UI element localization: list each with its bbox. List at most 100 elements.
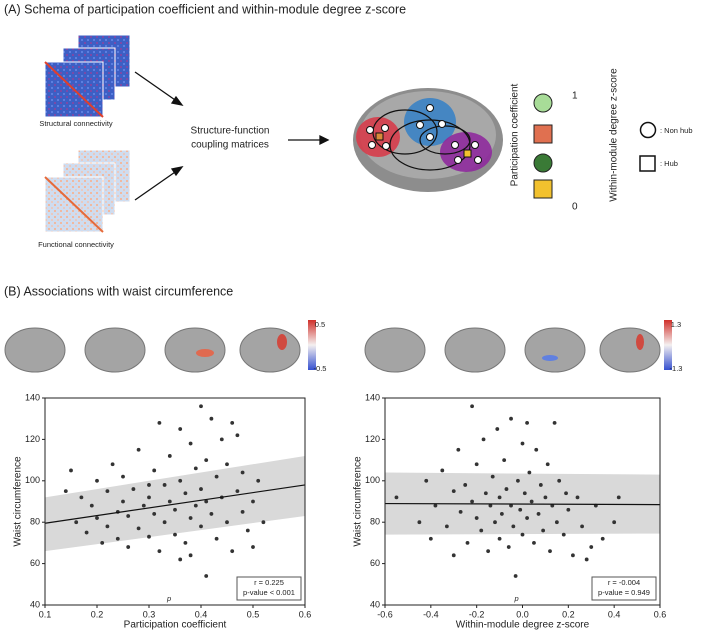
point xyxy=(511,524,516,529)
point xyxy=(470,404,474,409)
point xyxy=(589,545,594,549)
x-tick-label: 0.2 xyxy=(562,609,575,619)
point xyxy=(561,532,566,537)
point xyxy=(214,536,219,541)
x-tick-label: -0.2 xyxy=(469,609,485,619)
point xyxy=(520,532,525,537)
point xyxy=(428,536,433,541)
point xyxy=(554,520,559,525)
point xyxy=(525,420,529,425)
point xyxy=(147,495,151,500)
point xyxy=(157,420,162,425)
point xyxy=(183,491,188,496)
point xyxy=(456,447,461,452)
point xyxy=(74,520,79,525)
point xyxy=(571,553,575,558)
functional-label: Functional connectivity xyxy=(38,240,114,249)
point xyxy=(204,574,209,578)
point xyxy=(95,478,99,483)
point xyxy=(126,545,131,549)
point xyxy=(204,458,209,462)
point xyxy=(193,466,198,471)
y-tick-label: 60 xyxy=(370,558,380,568)
point xyxy=(612,520,617,525)
x-tick-label: -0.6 xyxy=(377,609,393,619)
x-tick-label: 0.1 xyxy=(39,609,52,619)
stray-label: p xyxy=(166,594,171,603)
point xyxy=(444,524,449,529)
point xyxy=(516,478,520,483)
point xyxy=(219,437,224,442)
point xyxy=(490,474,495,479)
point xyxy=(95,516,99,520)
y-tick-label: 140 xyxy=(25,392,40,402)
point xyxy=(548,549,552,554)
point xyxy=(173,507,177,512)
point xyxy=(534,447,539,452)
point xyxy=(509,416,513,421)
hub-label: : Hub xyxy=(660,159,678,168)
point xyxy=(147,534,151,539)
point xyxy=(499,512,504,516)
point xyxy=(214,474,219,479)
point xyxy=(204,499,209,504)
point xyxy=(506,545,511,549)
x-tick-label: 0.0 xyxy=(516,609,529,619)
point xyxy=(616,495,621,500)
x-tick-label: 0.6 xyxy=(654,609,667,619)
point xyxy=(251,499,255,504)
point xyxy=(245,528,250,533)
point xyxy=(463,483,468,487)
non-hub-label: : Non hub xyxy=(660,126,693,135)
x-tick-label: 0.3 xyxy=(143,609,156,619)
brain-row xyxy=(4,327,661,373)
x-tick-label: 0.5 xyxy=(247,609,260,619)
point xyxy=(481,437,486,442)
stray-label: p xyxy=(514,594,519,603)
point xyxy=(488,503,493,508)
point xyxy=(545,462,550,467)
point xyxy=(230,420,235,425)
point xyxy=(509,503,513,508)
point xyxy=(183,541,188,545)
wd-axis-label: Within-module degree z-score xyxy=(609,68,620,202)
point xyxy=(520,441,525,446)
point xyxy=(141,503,146,508)
brain-schema xyxy=(353,88,503,192)
point xyxy=(486,549,491,554)
point xyxy=(225,462,229,467)
point xyxy=(152,512,157,516)
point xyxy=(63,489,68,494)
annotation-box xyxy=(591,576,657,601)
structural-label: Structural connectivity xyxy=(39,119,113,128)
point xyxy=(483,491,488,496)
colorbar-label: 1.3 xyxy=(671,320,681,329)
point xyxy=(417,520,422,525)
point xyxy=(188,516,193,520)
y-tick-label: 40 xyxy=(30,599,40,609)
point xyxy=(136,447,141,452)
point xyxy=(235,433,240,438)
point xyxy=(178,557,183,562)
structural-matrices xyxy=(44,34,131,118)
y-tick-label: 120 xyxy=(25,434,40,444)
point xyxy=(600,536,605,541)
x-tick-label: -0.4 xyxy=(423,609,439,619)
point xyxy=(566,507,571,512)
y-tick-label: 80 xyxy=(370,517,380,527)
point xyxy=(440,468,445,473)
point xyxy=(162,483,167,487)
point xyxy=(543,495,548,500)
point xyxy=(479,528,484,533)
point xyxy=(152,468,157,473)
point xyxy=(84,530,89,535)
point xyxy=(564,491,568,496)
point xyxy=(552,420,557,425)
point xyxy=(136,526,141,531)
point xyxy=(513,574,518,578)
point xyxy=(557,478,562,483)
point xyxy=(230,549,235,554)
point xyxy=(251,545,255,549)
y-tick-label: 40 xyxy=(370,599,380,609)
point xyxy=(199,524,203,529)
